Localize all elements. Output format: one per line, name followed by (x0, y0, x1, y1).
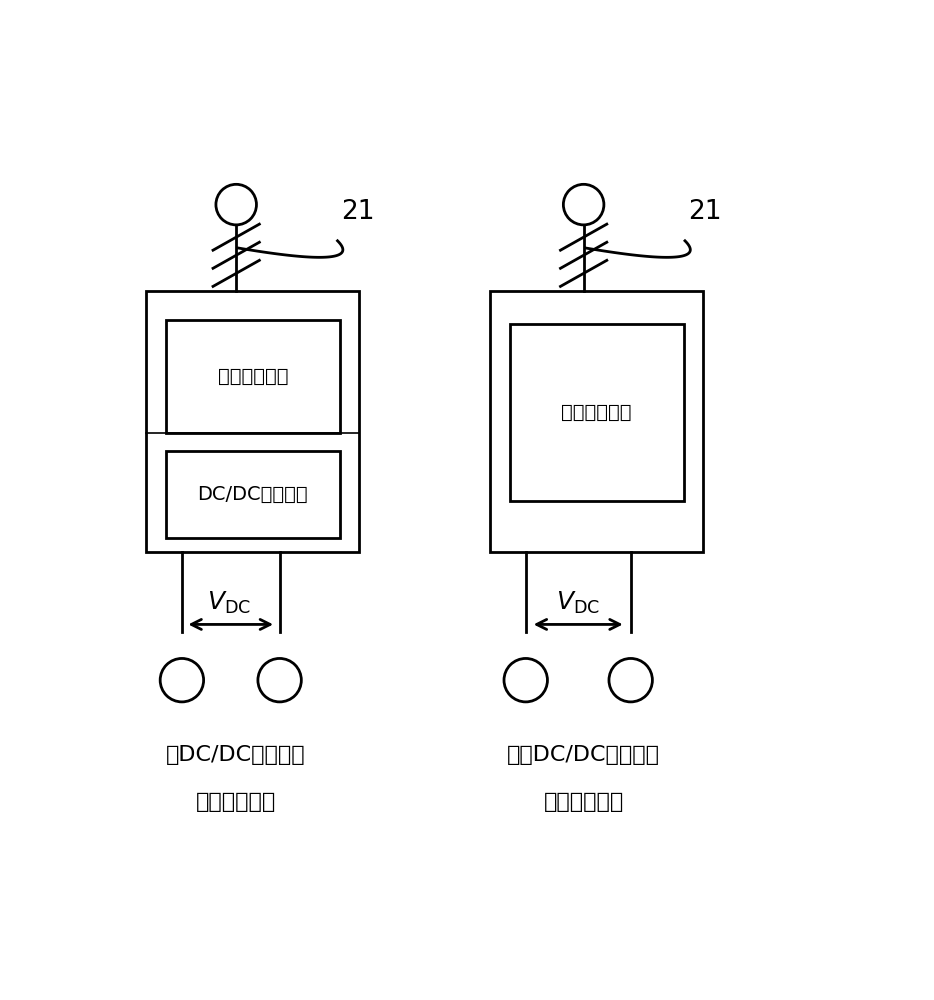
Text: 三相逆变电路: 三相逆变电路 (561, 403, 632, 422)
Bar (166, 320, 340, 433)
Text: 三相逆变电路: 三相逆变电路 (218, 367, 288, 386)
Text: 21: 21 (341, 199, 375, 225)
Text: 的电压发生器: 的电压发生器 (544, 792, 624, 812)
Text: DC/DC变换电路: DC/DC变换电路 (197, 485, 308, 504)
Text: 含DC/DC变换电路: 含DC/DC变换电路 (166, 745, 306, 765)
Text: 的电压发生器: 的电压发生器 (196, 792, 276, 812)
Bar (510, 324, 684, 501)
Bar (146, 291, 360, 552)
Text: 21: 21 (688, 199, 722, 225)
Bar (489, 291, 703, 552)
Bar (166, 451, 340, 538)
Text: $\mathit{V}_{\mathrm{DC}}$: $\mathit{V}_{\mathrm{DC}}$ (556, 590, 600, 616)
Text: $\mathit{V}_{\mathrm{DC}}$: $\mathit{V}_{\mathrm{DC}}$ (207, 590, 251, 616)
Text: 不含DC/DC变换电路: 不含DC/DC变换电路 (507, 745, 660, 765)
